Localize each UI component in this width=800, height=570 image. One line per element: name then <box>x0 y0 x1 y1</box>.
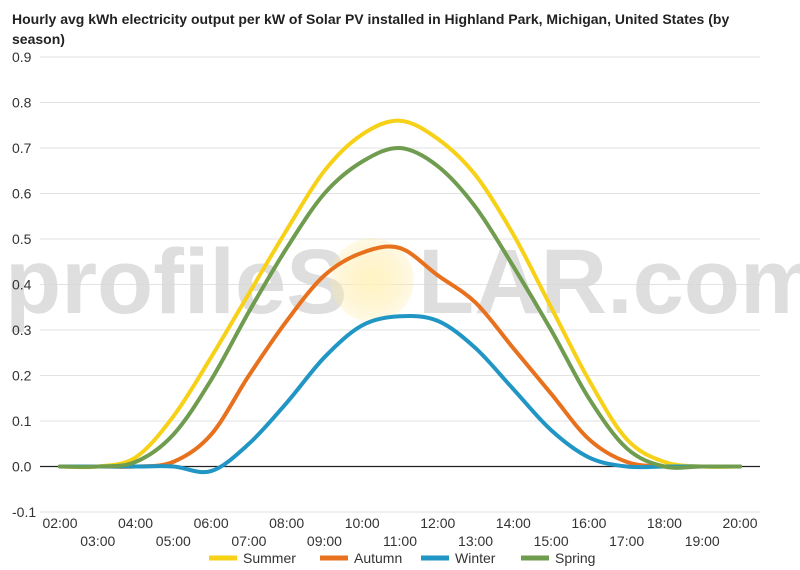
x-tick-label: 02:00 <box>42 515 77 531</box>
y-tick-label: 0.5 <box>12 231 32 247</box>
legend-label-autumn: Autumn <box>354 550 402 566</box>
y-tick-label: 0.0 <box>12 459 32 475</box>
series-line-autumn <box>58 244 742 469</box>
y-tick-label: 0.3 <box>12 322 32 338</box>
y-tick-label: 0.9 <box>12 49 32 65</box>
x-tick-label: 09:00 <box>307 533 342 549</box>
series-lines <box>58 118 742 475</box>
x-tick-label: 14:00 <box>496 515 531 531</box>
x-tick-label: 04:00 <box>118 515 153 531</box>
x-tick-label: 13:00 <box>458 533 493 549</box>
x-tick-label: 19:00 <box>685 533 720 549</box>
legend-label-summer: Summer <box>243 550 296 566</box>
x-tick-label: 11:00 <box>383 533 417 549</box>
watermark-right-text: LAR.com <box>418 231 800 333</box>
legend-label-spring: Spring <box>555 550 595 566</box>
y-tick-label: 0.1 <box>12 413 32 429</box>
grid-lines <box>40 56 760 513</box>
x-tick-label: 12:00 <box>420 515 455 531</box>
y-tick-label: 0.8 <box>12 95 32 111</box>
y-tick-label: 0.4 <box>12 277 32 293</box>
x-tick-label: 16:00 <box>571 515 606 531</box>
legend: Summer Autumn Winter Spring <box>209 550 595 566</box>
series-line-spring <box>58 145 742 470</box>
x-tick-label: 07:00 <box>231 533 266 549</box>
y-tick-label: 0.7 <box>12 140 32 156</box>
series-line-winter <box>58 313 742 475</box>
chart-title: Hourly avg kWh electricity output per kW… <box>12 11 730 47</box>
x-tick-label: 05:00 <box>156 533 191 549</box>
watermark-left-text: profileS <box>5 231 347 333</box>
x-tick-label: 08:00 <box>269 515 304 531</box>
x-tick-label: 17:00 <box>609 533 644 549</box>
x-tick-label: 06:00 <box>194 515 229 531</box>
legend-label-winter: Winter <box>455 550 496 566</box>
series-line-summer <box>58 118 742 470</box>
y-tick-label: 0.2 <box>12 368 32 384</box>
x-tick-label: 03:00 <box>80 533 115 549</box>
y-tick-label: -0.1 <box>12 504 36 520</box>
x-tick-label: 20:00 <box>722 515 757 531</box>
y-tick-label: 0.6 <box>12 186 32 202</box>
x-tick-label: 18:00 <box>647 515 682 531</box>
x-tick-label: 15:00 <box>534 533 569 549</box>
x-tick-label: 10:00 <box>345 515 380 531</box>
